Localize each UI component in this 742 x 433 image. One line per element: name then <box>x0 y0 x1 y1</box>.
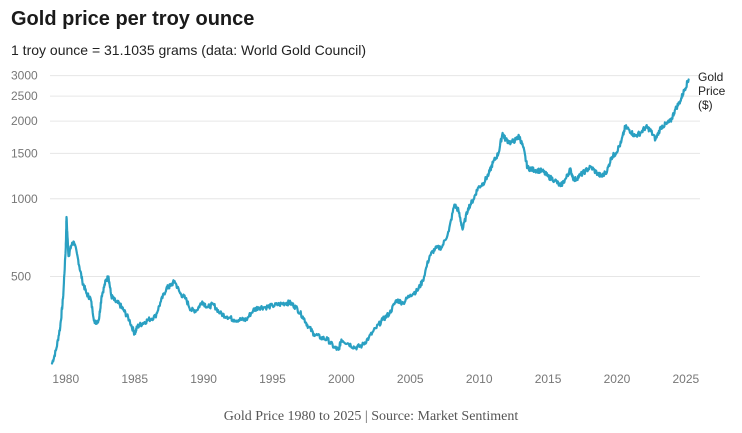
y-axis-ticks: 3000 2500 2000 1500 1000 500 <box>11 69 38 284</box>
y-tick-label-2000: 2000 <box>11 114 38 128</box>
x-tick-label-2010: 2010 <box>466 372 493 386</box>
x-tick-label-1995: 1995 <box>259 372 286 386</box>
y-tick-label-1000: 1000 <box>11 192 38 206</box>
x-tick-label-1985: 1985 <box>121 372 148 386</box>
gold-price-chart: 3000 2500 2000 1500 1000 500 1980 1985 1990 1995… <box>11 69 726 386</box>
x-tick-label-2020: 2020 <box>604 372 631 386</box>
gold-price-line <box>50 78 690 365</box>
chart-caption: Gold Price 1980 to 2025 | Source: Market… <box>223 409 519 424</box>
chart-subtitle: 1 troy ounce = 31.1035 grams (data: Worl… <box>11 42 366 58</box>
legend-label-line-1: Gold <box>698 70 723 84</box>
legend-label-line-3: ($) <box>698 98 713 112</box>
chart-title: Gold price per troy ounce <box>11 8 255 30</box>
y-tick-label-500: 500 <box>11 270 31 284</box>
y-tick-label-2500: 2500 <box>11 89 38 103</box>
x-tick-label-2025: 2025 <box>673 372 700 386</box>
legend-label-line-2: Price <box>698 84 726 98</box>
x-tick-label-1990: 1990 <box>190 372 217 386</box>
grid-layer <box>50 75 700 278</box>
x-tick-label-2005: 2005 <box>397 372 424 386</box>
x-tick-label-2015: 2015 <box>535 372 562 386</box>
y-tick-label-3000: 3000 <box>11 69 38 83</box>
x-axis-ticks: 1980 1985 1990 1995 2000 2005 2010 2015 2020 2025 <box>52 372 699 386</box>
x-tick-label-1980: 1980 <box>52 372 79 386</box>
x-tick-label-2000: 2000 <box>328 372 355 386</box>
y-tick-label-1500: 1500 <box>11 146 38 160</box>
